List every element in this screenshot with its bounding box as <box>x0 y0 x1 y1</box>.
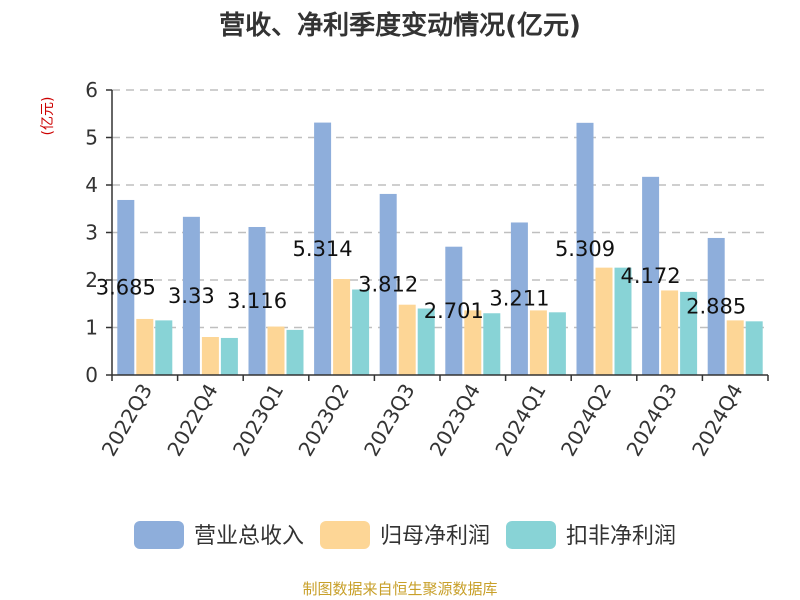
chart-title: 营收、净利季度变动情况(亿元) <box>219 10 581 41</box>
y-tick-label: 0 <box>85 363 98 387</box>
bar-2022Q3-series-1 <box>136 318 154 375</box>
data-label: 3.685 <box>96 275 156 299</box>
bar-2023Q4-series-1 <box>464 310 482 375</box>
bar-2023Q3-series-0 <box>379 193 397 375</box>
bar-2024Q3-series-0 <box>642 176 660 375</box>
bars <box>117 122 763 376</box>
x-tick-label: 2023Q3 <box>359 380 419 461</box>
bar-2023Q1-series-2 <box>286 329 304 375</box>
x-tick-label: 2024Q2 <box>556 380 616 461</box>
bar-2022Q3-series-0 <box>117 199 135 375</box>
bar-2023Q1-series-1 <box>267 326 285 375</box>
data-label: 3.116 <box>227 289 287 313</box>
bar-2023Q2-series-1 <box>333 279 351 375</box>
data-source-note: 制图数据来自恒生聚源数据库 <box>302 580 497 598</box>
bar-2024Q3-series-1 <box>661 290 679 375</box>
y-tick-label: 1 <box>85 316 98 340</box>
bar-2023Q4-series-0 <box>445 246 463 375</box>
x-tick-label: 2022Q4 <box>162 380 222 461</box>
data-label: 5.314 <box>293 237 353 261</box>
y-tick-label: 4 <box>85 173 98 197</box>
x-tick-label: 2024Q3 <box>621 380 681 461</box>
bar-2022Q4-series-1 <box>201 337 219 375</box>
bar-2024Q4-series-0 <box>707 237 725 375</box>
bar-2024Q3-series-2 <box>680 291 698 375</box>
data-label: 5.309 <box>555 237 615 261</box>
bar-2024Q2-series-0 <box>576 122 594 375</box>
bar-2023Q1-series-0 <box>248 226 266 375</box>
x-tick-label: 2024Q4 <box>687 380 747 461</box>
data-label: 4.172 <box>621 264 681 288</box>
legend-label-2: 扣非净利润 <box>566 524 676 549</box>
bar-2024Q4-series-2 <box>745 321 763 375</box>
bar-2024Q1-series-0 <box>510 222 528 375</box>
bar-2024Q2-series-2 <box>614 267 632 375</box>
legend-swatch-2 <box>506 521 556 549</box>
x-tick-label: 2023Q4 <box>425 380 485 461</box>
bar-2022Q4-series-0 <box>182 216 200 375</box>
y-tick-label: 6 <box>85 78 98 102</box>
bar-2023Q3-series-2 <box>417 308 435 375</box>
bar-2023Q2-series-0 <box>314 122 332 376</box>
x-tick-label: 2023Q1 <box>228 380 288 461</box>
x-tick-label: 2022Q3 <box>97 380 157 461</box>
y-axis-unit: (亿元) <box>40 97 56 136</box>
bar-2024Q1-series-1 <box>529 310 547 375</box>
data-label: 3.33 <box>168 284 215 308</box>
data-label: 2.701 <box>424 299 484 323</box>
bar-2022Q4-series-2 <box>220 337 238 375</box>
x-tick-label: 2024Q1 <box>490 380 550 461</box>
legend-label-0: 营业总收入 <box>194 524 304 549</box>
legend: 营业总收入 归母净利润 扣非净利润 <box>134 521 676 549</box>
bar-2023Q3-series-1 <box>398 304 416 375</box>
bar-2024Q1-series-2 <box>548 312 566 375</box>
data-label: 3.211 <box>489 287 549 311</box>
bar-2024Q4-series-1 <box>726 320 744 375</box>
bar-2022Q3-series-2 <box>155 320 173 375</box>
y-tick-label: 3 <box>85 221 98 245</box>
legend-swatch-1 <box>320 521 370 549</box>
data-label: 3.812 <box>358 272 418 296</box>
bar-2023Q2-series-2 <box>352 289 370 375</box>
y-tick-label: 5 <box>85 126 98 150</box>
bar-2023Q4-series-2 <box>483 313 501 375</box>
bar-2024Q2-series-1 <box>595 267 613 375</box>
x-tick-label: 2023Q2 <box>293 380 353 461</box>
legend-label-1: 归母净利润 <box>380 524 490 549</box>
y-tick-label: 2 <box>85 268 98 292</box>
legend-swatch-0 <box>134 521 184 549</box>
data-label: 2.885 <box>686 294 746 318</box>
